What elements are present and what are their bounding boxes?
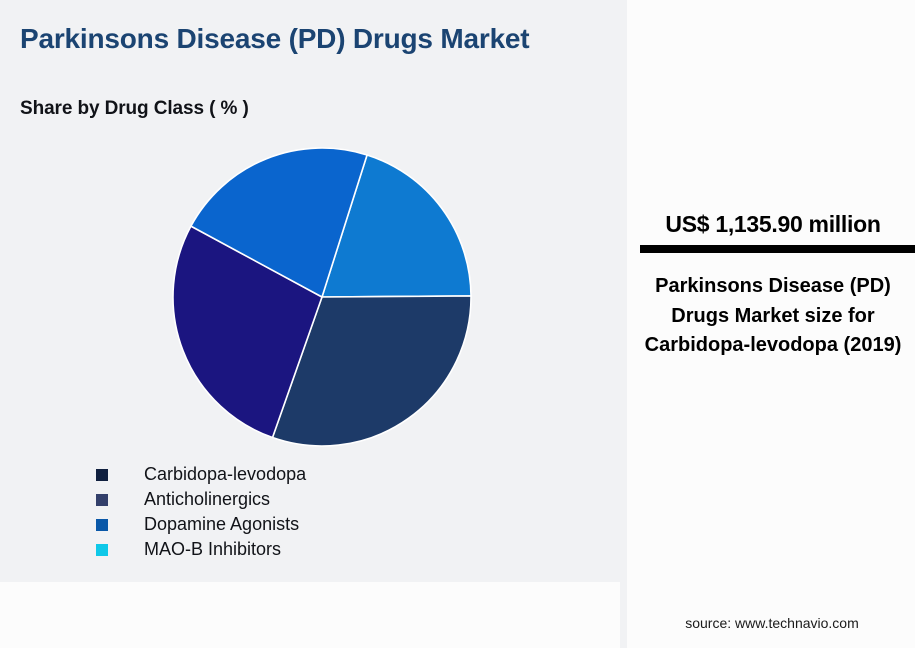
pie-chart-svg	[172, 147, 472, 447]
legend-item-label: Dopamine Agonists	[144, 514, 300, 534]
pie-slice[interactable]	[172, 225, 323, 439]
kpi-value: US$ 1,135.90 million	[665, 211, 881, 237]
legend-swatch-icon	[96, 468, 108, 481]
kpi-panel: US$ 1,135.90 million Parkinsons Disease …	[625, 0, 915, 648]
legend-item-mao-b-inhibitors[interactable]: MAO-B Inhibitors	[96, 537, 306, 562]
legend-item-label: Carbidopa-levodopa	[144, 464, 307, 484]
kpi-underline	[640, 245, 915, 253]
kpi-caption: Parkinsons Disease (PD) Drugs Market siz…	[644, 275, 902, 357]
legend-item-label: Anticholinergics	[144, 489, 271, 509]
legend-item-carbidopa-levodopa[interactable]: Carbidopa-levodopa	[96, 462, 306, 487]
source-attribution: source: www.technavio.com	[685, 615, 859, 631]
legend-item-label: MAO-B Inhibitors	[144, 539, 282, 559]
legend-item-anticholinergics[interactable]: Anticholinergics	[96, 487, 306, 512]
chart-legend: Carbidopa-levodopa Anticholinergics Dopa…	[96, 462, 306, 562]
chart-subtitle: Share by Drug Class ( % )	[20, 98, 249, 119]
legend-swatch-icon	[96, 543, 108, 556]
panel-divider	[0, 582, 620, 648]
pie-slice[interactable]	[271, 295, 472, 447]
legend-swatch-icon	[96, 518, 108, 531]
pie-chart	[172, 147, 472, 447]
page-title: Parkinsons Disease (PD) Drugs Market	[20, 23, 530, 54]
legend-swatch-icon	[96, 493, 108, 506]
chart-panel: Parkinsons Disease (PD) Drugs Market Sha…	[0, 23, 620, 648]
pie-slice[interactable]	[320, 153, 472, 298]
pie-slice[interactable]	[189, 147, 369, 299]
legend-item-dopamine-agonists[interactable]: Dopamine Agonists	[96, 512, 306, 537]
